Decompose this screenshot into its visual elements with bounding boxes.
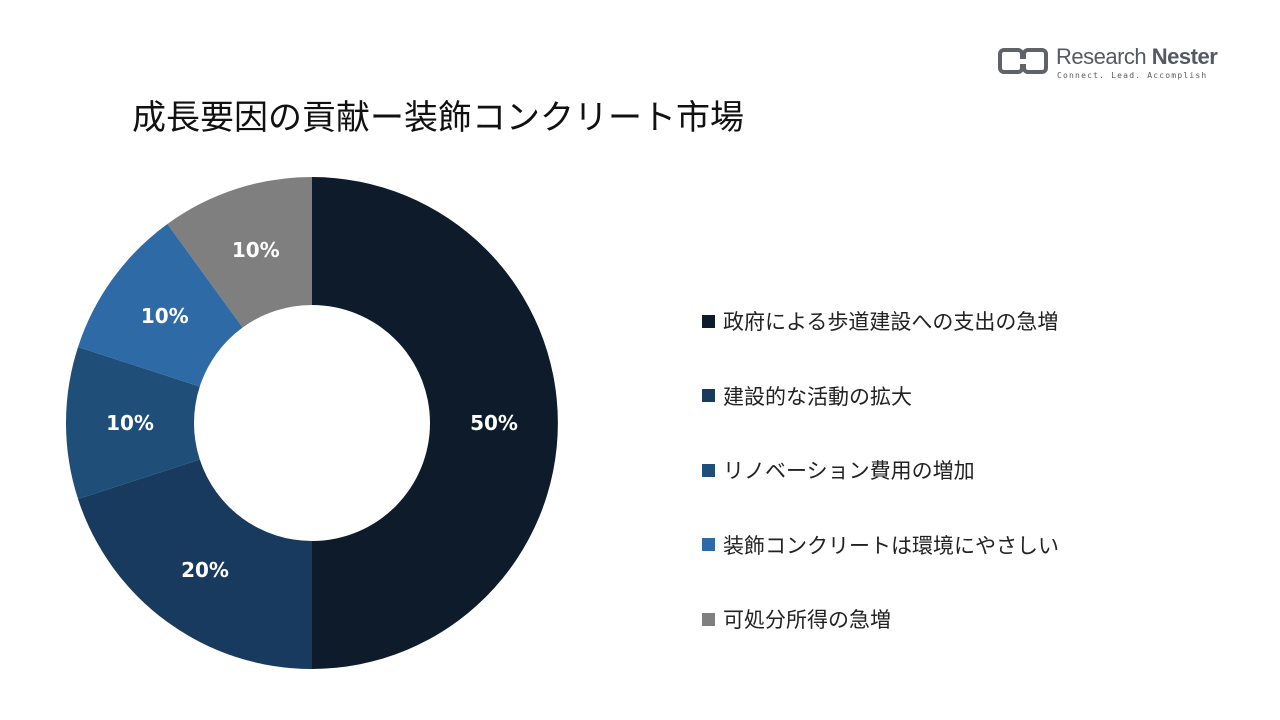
legend-swatch-5 <box>702 612 715 626</box>
legend-swatch-4 <box>702 538 715 551</box>
slice-value-label-3: 10% <box>106 411 154 435</box>
legend-item-2: 建設的な活動の拡大 <box>702 381 1059 411</box>
donut-slice-1 <box>312 177 558 669</box>
slice-value-label-1: 50% <box>470 411 518 435</box>
donut-chart: 50% 20% 10% 10% 10% <box>65 177 558 669</box>
donut-slice-4 <box>78 223 243 387</box>
chart-title: 成長要因の貢献ー装飾コンクリート市場 <box>132 98 744 138</box>
logo-wordmark-bold: Nester <box>1151 44 1218 69</box>
legend-label-4: 装飾コンクリートは環境にやさしい <box>723 533 1059 558</box>
legend-label-2: 建設的な活動の拡大 <box>723 384 912 409</box>
research-nester-logo: Research Nester Connect. Lead. Accomplis… <box>998 44 1228 86</box>
logo-wordmark: Research Nester <box>1056 44 1218 70</box>
logo-wordmark-light: Research <box>1056 44 1152 69</box>
legend-label-5: 可処分所得の急増 <box>723 608 891 632</box>
donut-slice-5 <box>167 177 312 328</box>
legend-item-1: 政府による歩道建設への支出の急増 <box>702 306 1059 336</box>
legend-item-5: 可処分所得の急増 <box>702 604 1059 634</box>
logo-tagline: Connect. Lead. Accomplish <box>1057 71 1208 80</box>
slice-value-label-2: 20% <box>181 558 229 582</box>
slice-value-label-4: 10% <box>141 304 189 328</box>
legend-label-3: リノベーション費用の増加 <box>723 459 975 483</box>
legend-item-4: 装飾コンクリートは環境にやさしい <box>702 530 1059 560</box>
research-nester-logo-mark-icon <box>998 48 1048 74</box>
donut-slice-2 <box>78 459 312 669</box>
legend-item-3: リノベーション費用の増加 <box>702 455 1059 485</box>
legend-swatch-1 <box>702 314 715 328</box>
legend-label-1: 政府による歩道建設への支出の急増 <box>723 310 1059 334</box>
chart-legend: 政府による歩道建設への支出の急増 建設的な活動の拡大リノベーション費用の増加装飾コ… <box>702 306 1059 679</box>
slice-value-label-5: 10% <box>232 238 280 262</box>
legend-swatch-3 <box>702 463 715 477</box>
legend-swatch-2 <box>702 389 715 402</box>
donut-slice-3 <box>65 346 200 500</box>
